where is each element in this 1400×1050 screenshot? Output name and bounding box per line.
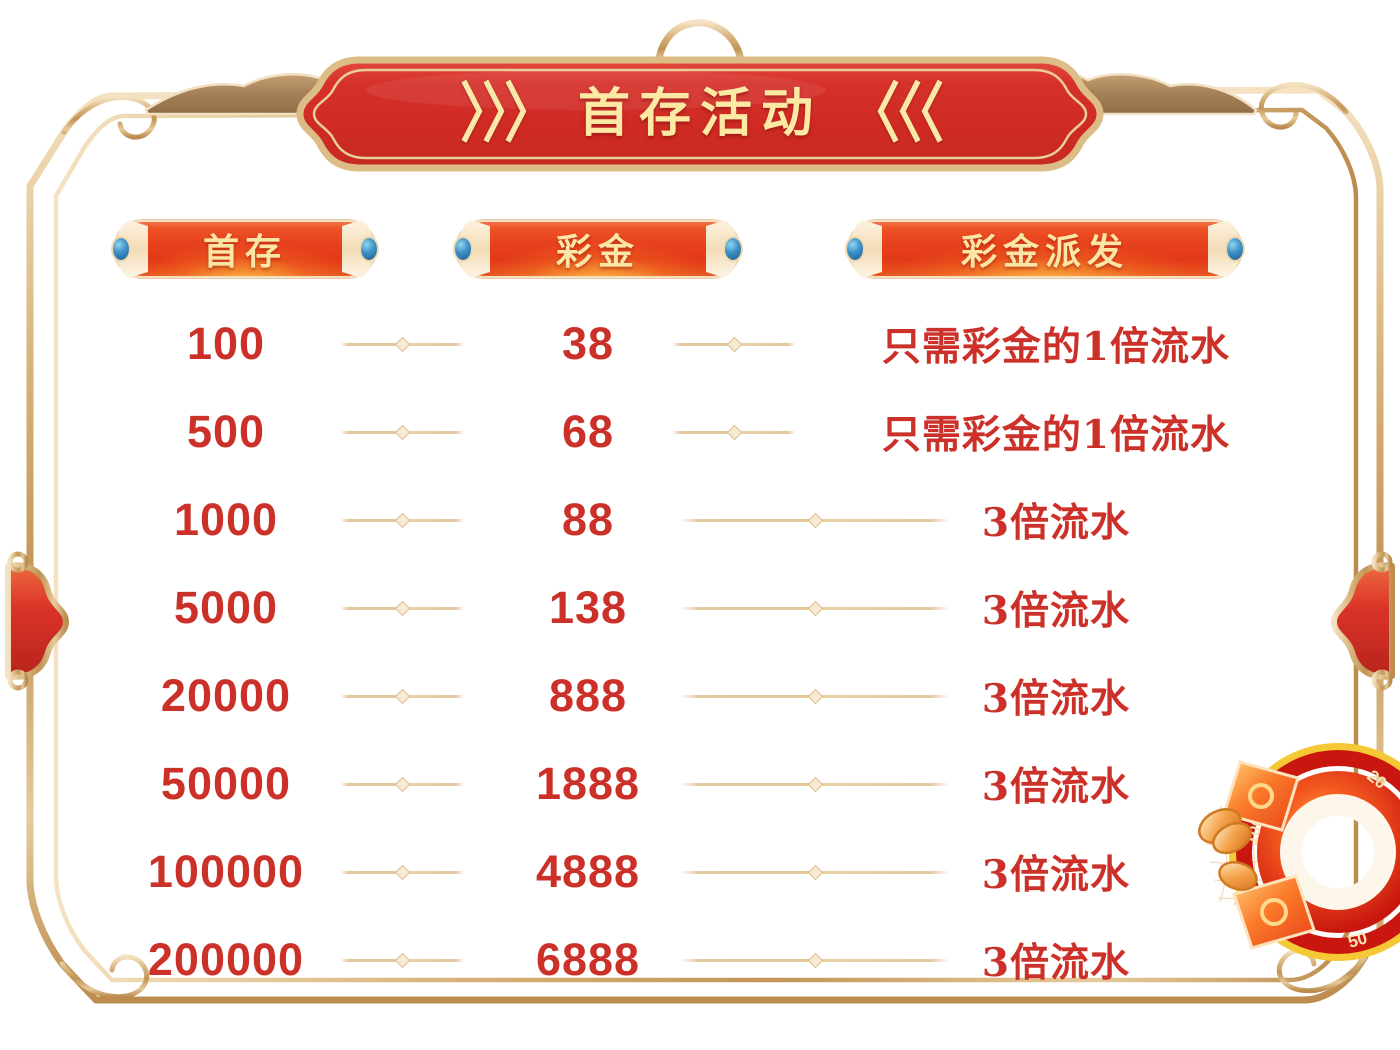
svg-text:50: 50	[1346, 928, 1369, 951]
bonus-amount: 888	[548, 670, 628, 721]
payout-condition: 3倍流水	[981, 588, 1131, 634]
deposit-amount: 100000	[147, 846, 305, 897]
deposit-amount: 20000	[160, 670, 292, 721]
connector-line	[680, 864, 950, 880]
bonus-amount: 68	[561, 406, 615, 457]
connector-diamond-icon	[394, 600, 410, 616]
connector-line	[340, 688, 464, 704]
connector-line	[672, 336, 796, 352]
connector-diamond-icon	[394, 512, 410, 528]
payout-condition: 3倍流水	[981, 852, 1131, 898]
table-row: 100 38 只需彩金的1倍流水	[0, 300, 1400, 388]
connector-diamond-icon	[394, 776, 410, 792]
connector-diamond-icon	[394, 688, 410, 704]
header-deposit-label: 首存	[202, 231, 287, 273]
table-row: 200000 6888 3倍流水	[0, 916, 1400, 1004]
connector-line	[672, 424, 796, 440]
table-row: 1000 88 3倍流水	[0, 476, 1400, 564]
payout-condition: 3倍流水	[981, 676, 1131, 722]
payout-condition: 只需彩金的1倍流水	[881, 412, 1231, 458]
header-bonus-label: 彩金	[555, 231, 640, 273]
title-arrow-left: 〉〉〉	[459, 77, 556, 151]
bonus-amount: 138	[548, 582, 628, 633]
header-pill-bg	[848, 220, 1242, 278]
bonus-amount: 4888	[535, 846, 641, 897]
connector-line	[340, 424, 464, 440]
connector-line	[680, 688, 950, 704]
page-title: 首存活动	[577, 83, 822, 144]
payout-condition: 只需彩金的1倍流水	[881, 324, 1231, 370]
connector-diamond-icon	[726, 424, 742, 440]
connector-diamond-icon	[394, 336, 410, 352]
connector-line	[340, 600, 464, 616]
deposit-amount: 1000	[173, 494, 279, 545]
deposit-amount: 50000	[160, 758, 292, 809]
deposit-amount: 100	[186, 318, 266, 369]
table-row: 5000 138 3倍流水	[0, 564, 1400, 652]
table-header-row: 首存 彩金 彩金派发	[0, 214, 1400, 284]
title-plaque	[296, 56, 1104, 172]
table-row: 500 68 只需彩金的1倍流水	[0, 388, 1400, 476]
title-arrow-right: 〈〈〈	[848, 77, 944, 151]
casino-chips-icon: 100 50 20	[1190, 734, 1400, 964]
connector-line	[340, 864, 464, 880]
header-pill-bg	[114, 220, 376, 278]
header-bonus: 彩金	[453, 217, 743, 281]
payout-condition: 3倍流水	[981, 500, 1131, 546]
payout-condition: 3倍流水	[981, 764, 1131, 810]
title-plaque-group: 〉〉〉 首存活动 〈〈〈	[144, 16, 1258, 176]
bonus-amount: 6888	[535, 934, 641, 985]
header-payout: 彩金派发	[845, 217, 1245, 281]
connector-line	[340, 952, 464, 968]
bonus-amount: 1888	[535, 758, 641, 809]
connector-line	[680, 512, 950, 528]
connector-line	[340, 336, 464, 352]
header-deposit: 首存	[111, 217, 379, 281]
header-payout-label: 彩金派发	[960, 231, 1129, 273]
connector-diamond-icon	[394, 424, 410, 440]
connector-diamond-icon	[726, 336, 742, 352]
bonus-amount: 88	[561, 494, 615, 545]
table-row: 20000 888 3倍流水	[0, 652, 1400, 740]
bonus-amount: 38	[561, 318, 615, 369]
connector-line	[340, 776, 464, 792]
connector-line	[680, 600, 950, 616]
promo-tier-table: 100 38 只需彩金的1倍流水 500 68 只需彩金的1倍流水 1000 8…	[0, 300, 1400, 1004]
deposit-amount: 5000	[173, 582, 279, 633]
connector-diamond-icon	[394, 864, 410, 880]
connector-line	[680, 776, 950, 792]
header-pill-bg	[456, 220, 740, 278]
connector-line	[340, 512, 464, 528]
connector-diamond-icon	[394, 952, 410, 968]
deposit-amount: 200000	[147, 934, 305, 985]
table-row: 100000 4888 3倍流水	[0, 828, 1400, 916]
connector-line	[680, 952, 950, 968]
deposit-amount: 500	[186, 406, 266, 457]
table-row: 50000 1888 3倍流水	[0, 740, 1400, 828]
payout-condition: 3倍流水	[981, 940, 1131, 986]
